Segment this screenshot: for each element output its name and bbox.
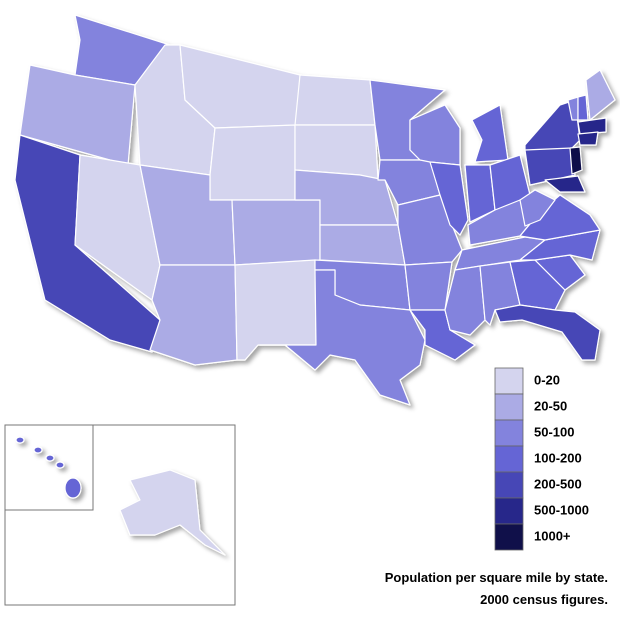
legend-label: 0-20	[534, 372, 560, 387]
state	[444, 265, 486, 336]
state	[494, 304, 601, 361]
state	[19, 64, 136, 166]
state	[577, 131, 599, 146]
inset-frame	[4, 424, 236, 606]
state	[55, 461, 65, 469]
legend-label: 500-1000	[534, 502, 589, 517]
state	[519, 189, 556, 227]
legend-swatch	[494, 445, 524, 473]
legend-label: 100-200	[534, 450, 582, 465]
state	[577, 94, 589, 121]
state	[577, 117, 607, 135]
legend-swatch	[494, 419, 524, 447]
state	[209, 124, 296, 201]
state	[585, 69, 616, 121]
state	[231, 199, 321, 266]
caption: 2000 census figures.	[480, 592, 608, 607]
state	[15, 436, 25, 444]
legend-swatch	[494, 367, 524, 395]
state	[429, 161, 469, 236]
state	[404, 261, 453, 311]
legend-swatch	[494, 471, 524, 499]
legend-label: 1000+	[534, 528, 571, 543]
state	[544, 175, 586, 193]
legend-label: 200-500	[534, 476, 582, 491]
legend-swatch	[494, 497, 524, 525]
state	[149, 264, 238, 366]
state	[569, 146, 583, 175]
legend: 0-20 20-50 50-100 100-200 200-500 500-1000 100…	[494, 367, 589, 551]
legend-swatch	[494, 393, 524, 421]
state	[45, 454, 55, 462]
state	[471, 104, 509, 163]
legend-label: 50-100	[534, 424, 574, 439]
states	[14, 14, 616, 556]
state	[64, 477, 82, 499]
legend-swatch	[494, 523, 524, 551]
caption: Population per square mile by state.	[385, 570, 608, 585]
state	[259, 269, 426, 406]
state	[319, 224, 406, 266]
state	[294, 74, 376, 126]
state	[33, 446, 43, 454]
state	[119, 469, 226, 556]
inset-frame	[4, 424, 94, 511]
legend-label: 20-50	[534, 398, 567, 413]
